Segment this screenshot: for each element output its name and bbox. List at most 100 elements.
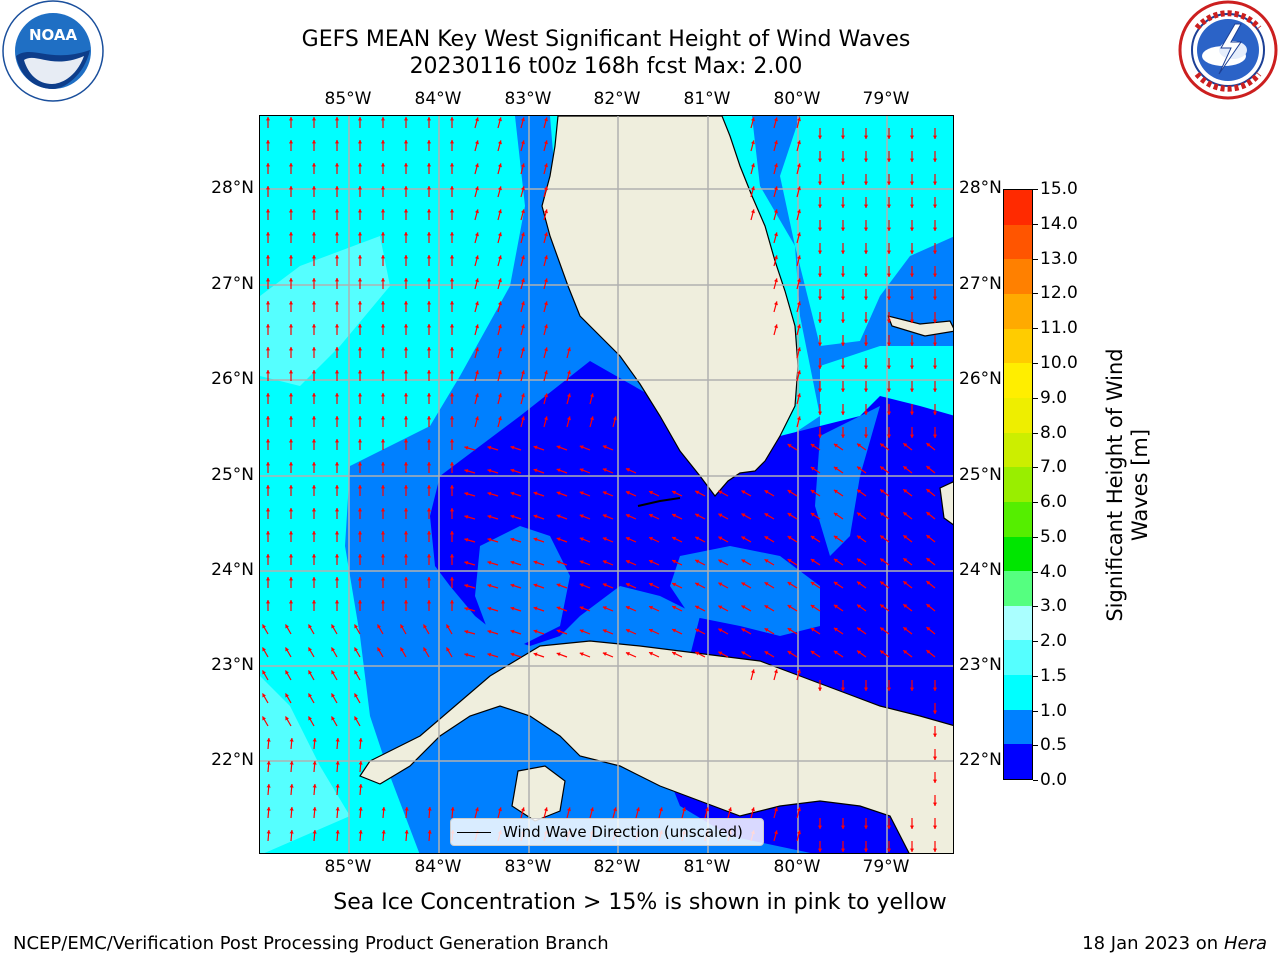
wave-direction-arrowhead [426, 324, 432, 328]
wave-direction-arrowhead [312, 738, 317, 742]
wave-direction-arrowhead [403, 393, 409, 397]
wave-direction-arrowhead [704, 807, 709, 812]
wave-direction-arrowhead [909, 296, 915, 300]
wave-direction-arrowhead [672, 628, 677, 633]
wave-direction-arrowhead [262, 716, 266, 721]
wave-direction-arrowhead [403, 186, 409, 190]
wave-direction-arrowhead [773, 324, 778, 329]
wave-direction-arrowhead [380, 163, 386, 167]
wave-direction-arrowhead [817, 227, 823, 231]
wave-direction-arrowhead [474, 347, 479, 352]
wave-direction-arrowhead [543, 278, 548, 283]
wave-direction-arrowhead [354, 647, 358, 652]
wave-direction-arrowhead [880, 650, 885, 655]
wave-direction-arrowhead [357, 577, 363, 581]
wave-direction-arrowhead [288, 577, 294, 581]
wave-direction-arrowhead [543, 140, 548, 145]
wave-direction-arrowhead [262, 624, 266, 629]
wave-direction-arrowhead [773, 163, 778, 168]
wave-direction-arrowhead [909, 204, 915, 208]
wave-direction-arrowhead [334, 324, 340, 328]
wave-direction-arrowhead [311, 140, 317, 144]
wave-direction-arrowhead [311, 393, 317, 397]
land [359, 116, 953, 853]
wave-direction-arrowhead [817, 296, 823, 300]
wave-direction-arrowhead [695, 559, 700, 564]
wave-direction-arrowhead [265, 232, 271, 236]
wave-direction-arrowhead [533, 583, 538, 588]
wave-direction-arrowhead [681, 807, 686, 812]
colorbar-segment [1004, 501, 1032, 537]
wave-direction-arrowhead [932, 342, 938, 346]
wave-direction-arrowhead [449, 393, 455, 397]
wave-direction-arrowhead [750, 117, 755, 122]
wave-direction-arrowhead [932, 710, 938, 714]
wave-direction-arrowhead [487, 537, 492, 542]
wave-direction-arrowhead [426, 255, 432, 259]
wave-direction-arrowhead [464, 560, 469, 565]
wave-direction-arrowhead [266, 738, 271, 742]
wave-direction-arrowhead [787, 444, 792, 448]
wave-direction-arrowhead [589, 393, 594, 398]
wave-direction-arrowhead [403, 485, 409, 489]
colorbar-segment [1004, 363, 1032, 398]
wave-direction-arrowhead [426, 531, 432, 535]
wave-direction-arrowhead [810, 582, 815, 586]
wave-direction-arrowhead [773, 807, 778, 812]
wave-direction-arrowhead [840, 411, 846, 415]
wave-direction-arrowhead [602, 491, 607, 495]
wave-direction-arrowhead [796, 209, 801, 214]
chart-subtitle: 20230116 t00z 168h fcst Max: 2.00 [409, 54, 803, 79]
wave-direction-arrowhead [312, 784, 317, 788]
wave-direction-arrowhead [796, 393, 801, 398]
svg-text:NOAA: NOAA [29, 26, 78, 44]
wave-direction-arrowhead [520, 370, 525, 375]
wave-direction-arrowhead [764, 536, 769, 540]
wave-direction-arrowhead [579, 537, 584, 542]
wave-direction-arrowhead [863, 135, 869, 139]
wave-direction-arrowhead [311, 255, 317, 259]
wave-direction-arrowhead [265, 393, 271, 397]
wave-direction-arrowhead [380, 278, 386, 282]
footer-date: 18 Jan 2023 on Hera [1082, 933, 1267, 954]
wave-direction-arrowhead [533, 629, 538, 634]
lat-tick: 23°N [959, 655, 1002, 675]
wave-direction-arrowhead [497, 255, 502, 260]
wave-direction-arrowhead [787, 628, 792, 632]
wave-direction-arrowhead [474, 117, 479, 122]
wave-direction-arrowhead [334, 347, 340, 351]
isla-de-la-juventud [511, 765, 566, 822]
wave-direction-arrowhead [817, 273, 823, 277]
colorbar-tick: 7.0 [1032, 457, 1068, 477]
wave-direction-arrowhead [487, 445, 492, 450]
wave-direction-arrowhead [857, 604, 862, 609]
wave-direction-arrowhead [449, 554, 455, 558]
colorbar-segment [1004, 190, 1032, 225]
wave-direction-arrowhead [932, 227, 938, 231]
wave-direction-arrowhead [449, 485, 455, 489]
wave-direction-arrowhead [510, 606, 515, 611]
wave-direction-arrowhead [625, 560, 630, 564]
wave-direction-arrowhead [334, 232, 340, 236]
wave-direction-arrowhead [285, 693, 289, 698]
wave-direction-arrowhead [840, 250, 846, 254]
wave-direction-arrowhead [543, 117, 548, 122]
ocean-1.5-2.0 [260, 676, 350, 853]
wave-direction-arrowhead [357, 232, 363, 236]
wave-direction-arrowhead [288, 232, 294, 236]
wave-direction-arrowhead [474, 416, 479, 421]
wave-direction-arrowhead [520, 324, 525, 329]
wave-direction-arrowhead [380, 577, 386, 581]
wave-direction-arrowhead [764, 605, 769, 609]
wave-direction-arrowhead [880, 489, 885, 494]
lat-tick: 24°N [211, 560, 254, 580]
wave-direction-arrowhead [695, 513, 700, 518]
wave-direction-arrowhead [886, 825, 892, 829]
wave-direction-arrowhead [285, 624, 289, 629]
colorbar-segment [1004, 328, 1032, 364]
wave-direction-arrowhead [334, 140, 340, 144]
wave-direction-arrowhead [810, 559, 815, 563]
wave-direction-arrowhead [612, 807, 617, 812]
wave-direction-arrowhead [380, 416, 386, 420]
wave-direction-arrowhead [427, 807, 432, 811]
